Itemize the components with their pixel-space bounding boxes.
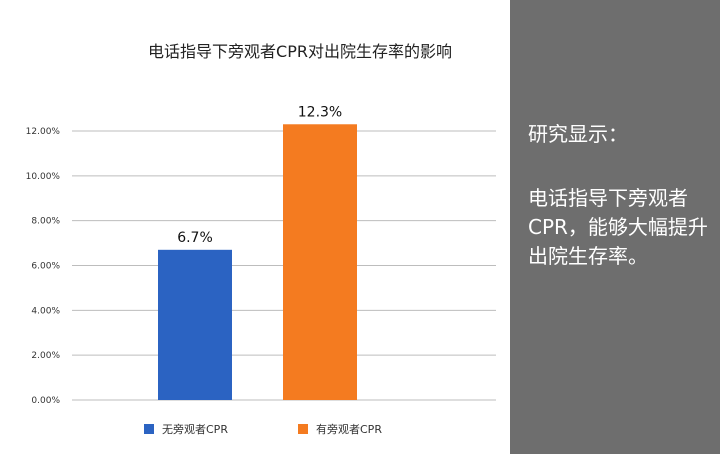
legend-swatch-no-cpr <box>144 424 154 434</box>
y-tick-label: 0.00% <box>31 396 60 406</box>
legend-item-no-cpr: 无旁观者CPR <box>144 421 228 437</box>
data-label: 6.7% <box>177 230 213 246</box>
legend-label-no-cpr: 无旁观者CPR <box>162 423 228 436</box>
panel-body: 电话指导下旁观者CPR，能够大幅提升出院生存率。 <box>528 186 708 268</box>
y-tick-label: 2.00% <box>31 351 60 361</box>
y-tick-label: 8.00% <box>31 217 60 227</box>
bar-chart: 0.00% 2.00% 4.00% 6.00% 8.00% 10.00% 12.00% 6.7… <box>26 104 496 406</box>
y-tick-label: 4.00% <box>31 306 60 316</box>
legend-label-with-cpr: 有旁观者CPR <box>316 423 382 436</box>
chart-title: 电话指导下旁观者CPR对出院生存率的影响 <box>148 42 452 61</box>
legend-swatch-with-cpr <box>298 424 308 434</box>
y-tick-label: 12.00% <box>26 127 61 137</box>
bar <box>158 249 232 400</box>
chart-area: 电话指导下旁观者CPR对出院生存率的影响 0.00% 2.00% 4.00% 6.00… <box>26 42 496 437</box>
panel-heading: 研究显示： <box>528 122 628 146</box>
y-tick-label: 10.00% <box>26 172 61 182</box>
data-label: 12.3% <box>298 104 342 120</box>
bar <box>283 124 357 401</box>
legend-item-with-cpr: 有旁观者CPR <box>298 421 382 437</box>
side-panel: 研究显示： 电话指导下旁观者CPR，能够大幅提升出院生存率。 <box>510 0 720 454</box>
y-tick-label: 6.00% <box>31 262 60 272</box>
